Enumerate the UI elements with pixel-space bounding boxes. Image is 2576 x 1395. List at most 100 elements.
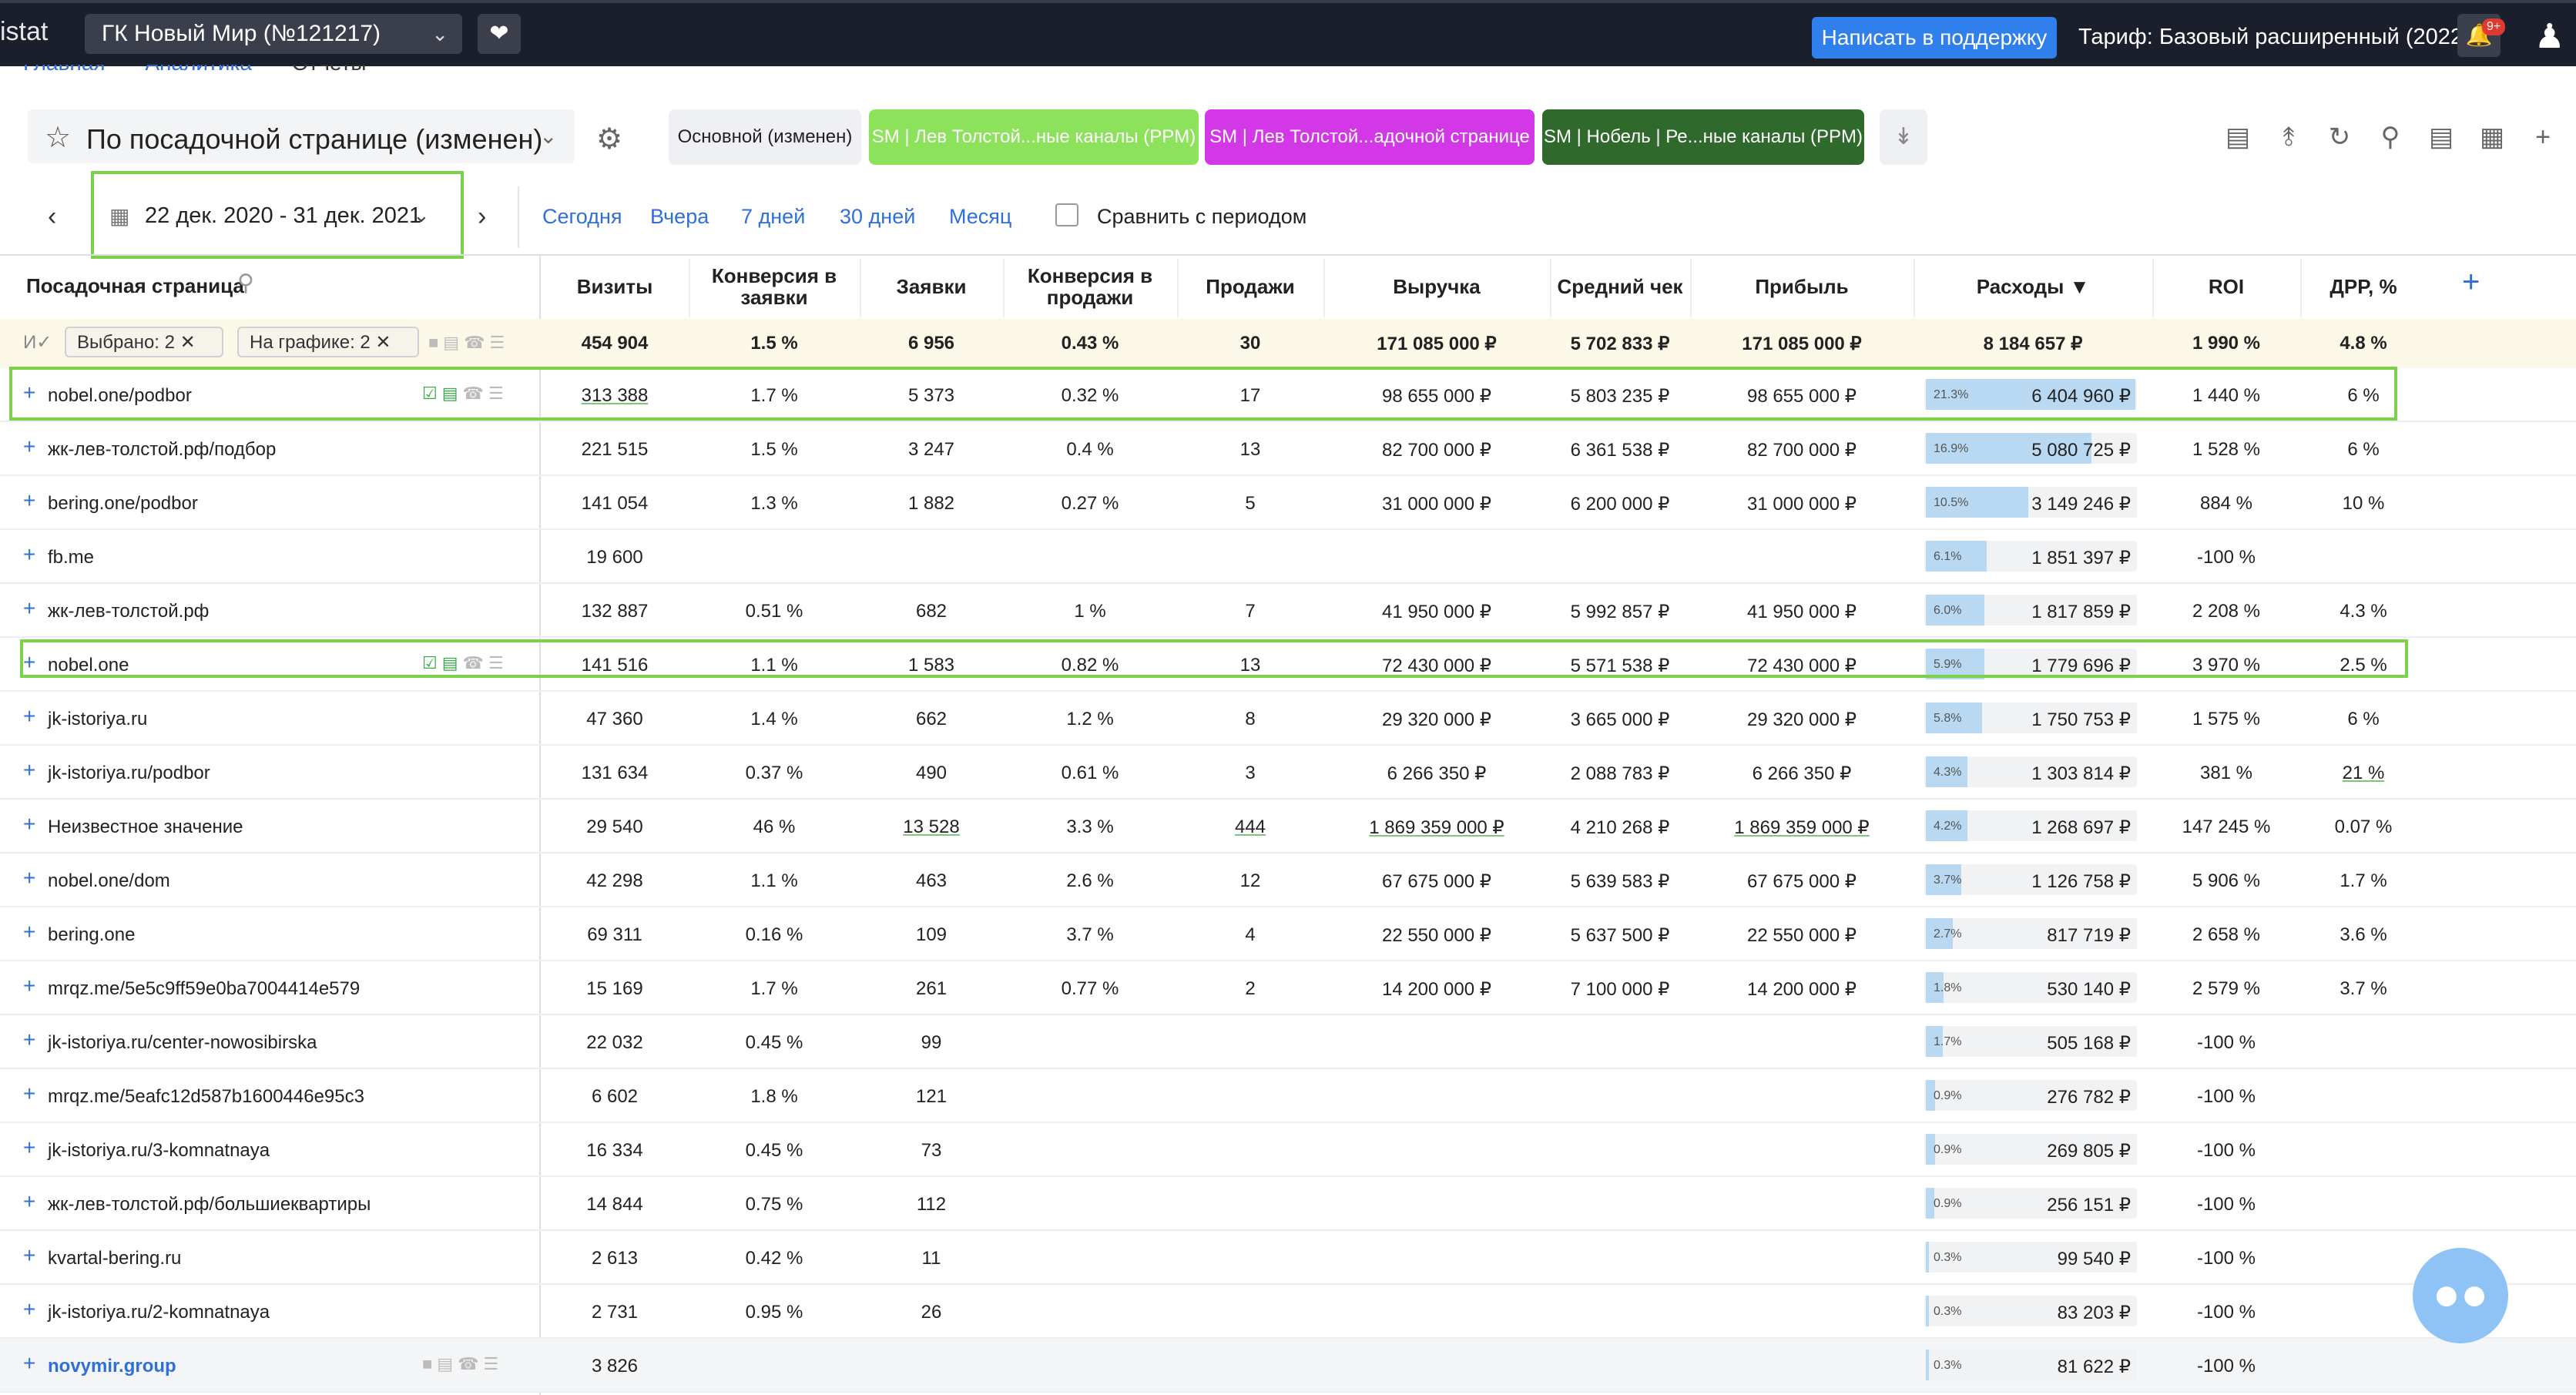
quick-30-days[interactable]: 30 дней: [840, 205, 916, 228]
expand-row-icon[interactable]: +: [23, 1189, 36, 1213]
row-landing-page[interactable]: nobel.one/dom: [48, 870, 170, 891]
phone-icon[interactable]: ☎: [458, 1354, 484, 1373]
expand-row-icon[interactable]: +: [23, 434, 36, 458]
list-icon[interactable]: ☰: [488, 653, 508, 672]
row-landing-page[interactable]: nobel.one: [48, 655, 129, 676]
prev-period-icon[interactable]: ‹: [48, 202, 57, 231]
expand-row-icon[interactable]: +: [23, 920, 36, 944]
expand-row-icon[interactable]: +: [23, 1297, 36, 1321]
table-row[interactable]: [0, 530, 2576, 584]
refresh-icon[interactable]: ↻: [2328, 122, 2351, 152]
breadcrumb-home[interactable]: Главная: [23, 65, 106, 75]
row-landing-page[interactable]: jk-istoriya.ru/3-komnatnaya: [48, 1140, 270, 1161]
table-row[interactable]: [0, 584, 2576, 638]
add-icon[interactable]: +: [2535, 122, 2551, 152]
next-period-icon[interactable]: ›: [478, 202, 487, 231]
phone-icon[interactable]: ☎: [462, 384, 488, 403]
row-action-icons[interactable]: ■▤☎☰: [422, 1354, 503, 1374]
row-landing-page[interactable]: mrqz.me/5eafc12d587b1600446e95c3: [48, 1086, 364, 1107]
report-selector[interactable]: [28, 109, 575, 163]
row-landing-page[interactable]: жк-лев-толстой.рф: [48, 601, 210, 622]
row-landing-page[interactable]: bering.one/podbor: [48, 493, 198, 514]
table-row[interactable]: [0, 853, 2576, 907]
on-chart-filter-pill[interactable]: На графике: 2 ✕: [237, 327, 419, 357]
landing-page-header[interactable]: Посадочная страница: [26, 274, 244, 297]
expand-row-icon[interactable]: +: [23, 542, 36, 566]
row-landing-page[interactable]: Неизвестное значение: [48, 817, 243, 837]
table-row[interactable]: [0, 907, 2576, 961]
row-landing-page[interactable]: jk-istoriya.ru/center-nowosibirska: [48, 1032, 317, 1053]
expand-row-icon[interactable]: +: [23, 1351, 36, 1375]
quick-yesterday[interactable]: Вчера: [650, 205, 709, 228]
row-landing-page[interactable]: жк-лев-толстой.рф/большиеквартиры: [48, 1194, 371, 1215]
table-row[interactable]: [0, 1015, 2576, 1069]
col-header-sales[interactable]: Продажи: [1206, 275, 1295, 298]
table-row[interactable]: [0, 1069, 2576, 1123]
share-icon[interactable]: ⥉: [2283, 122, 2295, 152]
checkbox-checked-icon[interactable]: ☑: [422, 653, 442, 672]
table-row[interactable]: [0, 476, 2576, 530]
chart-icon[interactable]: ▤: [437, 1354, 458, 1373]
col-header-visits[interactable]: Визиты: [576, 275, 653, 298]
quick-today[interactable]: Сегодня: [542, 205, 622, 228]
expand-row-icon[interactable]: +: [23, 866, 36, 890]
expand-row-icon[interactable]: +: [23, 1135, 36, 1159]
expand-row-icon[interactable]: +: [23, 650, 36, 674]
segment-main[interactable]: Основной (изменен): [669, 109, 861, 165]
expand-row-icon[interactable]: +: [23, 704, 36, 728]
gear-icon[interactable]: ⚙: [596, 123, 623, 156]
table-row[interactable]: [0, 1231, 2576, 1285]
col-header-leads[interactable]: Заявки: [896, 275, 967, 298]
col-header-profit[interactable]: Прибыль: [1755, 275, 1849, 298]
row-landing-page[interactable]: fb.me: [48, 547, 95, 568]
table-row[interactable]: [0, 422, 2576, 476]
list-icon[interactable]: ☰: [488, 384, 508, 403]
segment-lev-tolstoy-ppm[interactable]: SM | Лев Толстой...ные каналы (PPM): [869, 109, 1199, 165]
search-icon[interactable]: ⚲: [237, 270, 254, 296]
col-header-avg-check[interactable]: Средний чек: [1557, 275, 1683, 298]
close-icon[interactable]: ✕: [375, 332, 391, 353]
row-landing-page[interactable]: mrqz.me/5e5c9ff59e0ba7004414e579: [48, 978, 361, 999]
breadcrumb-analytics[interactable]: Аналитика: [145, 65, 252, 75]
table-row[interactable]: [0, 1123, 2576, 1177]
heart-icon[interactable]: ❤: [478, 14, 521, 54]
row-action-icons[interactable]: ☑▤☎☰: [422, 384, 508, 404]
brand-logo[interactable]: istat: [0, 17, 49, 46]
row-landing-page[interactable]: bering.one: [48, 924, 136, 945]
chart-icon[interactable]: ▤: [441, 384, 463, 403]
row-landing-page[interactable]: жк-лев-толстой.рф/подбор: [48, 439, 277, 460]
row-landing-page[interactable]: kvartal-bering.ru: [48, 1248, 182, 1269]
expand-row-icon[interactable]: +: [23, 1243, 36, 1267]
table-row[interactable]: [0, 638, 2576, 692]
quick-month[interactable]: Месяц: [949, 205, 1012, 228]
table-row[interactable]: [0, 1339, 2576, 1393]
segment-nobel-ppm[interactable]: SM | Нобель | Ре...ные каналы (PPM): [1542, 109, 1864, 165]
expand-row-icon[interactable]: +: [23, 381, 36, 404]
table-view-icon[interactable]: ▤: [2225, 122, 2251, 152]
project-selector[interactable]: ГК Новый Мир (№121217) ⌄: [85, 14, 462, 54]
col-header-roi[interactable]: ROI: [2208, 275, 2245, 298]
table-row[interactable]: [0, 1177, 2576, 1231]
row-landing-page[interactable]: jk-istoriya.ru/podbor: [48, 763, 210, 783]
row-landing-page[interactable]: jk-istoriya.ru/2-komnatnaya: [48, 1302, 270, 1323]
expand-row-icon[interactable]: +: [23, 1081, 36, 1105]
chat-icon[interactable]: ●●: [2413, 1248, 2508, 1343]
col-header-expenses[interactable]: Расходы ▼: [1976, 275, 2090, 298]
expand-row-icon[interactable]: +: [23, 488, 36, 512]
expand-row-icon[interactable]: +: [23, 812, 36, 836]
row-action-icons[interactable]: ☑▤☎☰: [422, 653, 508, 673]
close-icon[interactable]: ✕: [179, 332, 196, 353]
expand-row-icon[interactable]: +: [23, 596, 36, 620]
segment-lev-tolstoy-landing[interactable]: SM | Лев Толстой...адочной странице: [1205, 109, 1535, 165]
col-header-revenue[interactable]: Выручка: [1393, 275, 1481, 298]
chart-icon[interactable]: ▤: [441, 653, 463, 672]
support-button[interactable]: Написать в поддержку: [1812, 17, 2057, 59]
search-icon[interactable]: ⚲: [2380, 122, 2400, 152]
table-row[interactable]: [0, 692, 2576, 746]
checkbox-checked-icon[interactable]: ☑: [422, 384, 442, 403]
expand-row-icon[interactable]: +: [23, 974, 36, 998]
row-landing-page[interactable]: nobel.one/podbor: [48, 385, 192, 406]
row-landing-page[interactable]: novymir.group: [48, 1356, 176, 1377]
excel-export-icon[interactable]: ▦: [2479, 122, 2505, 152]
date-range-picker[interactable]: [91, 171, 464, 259]
